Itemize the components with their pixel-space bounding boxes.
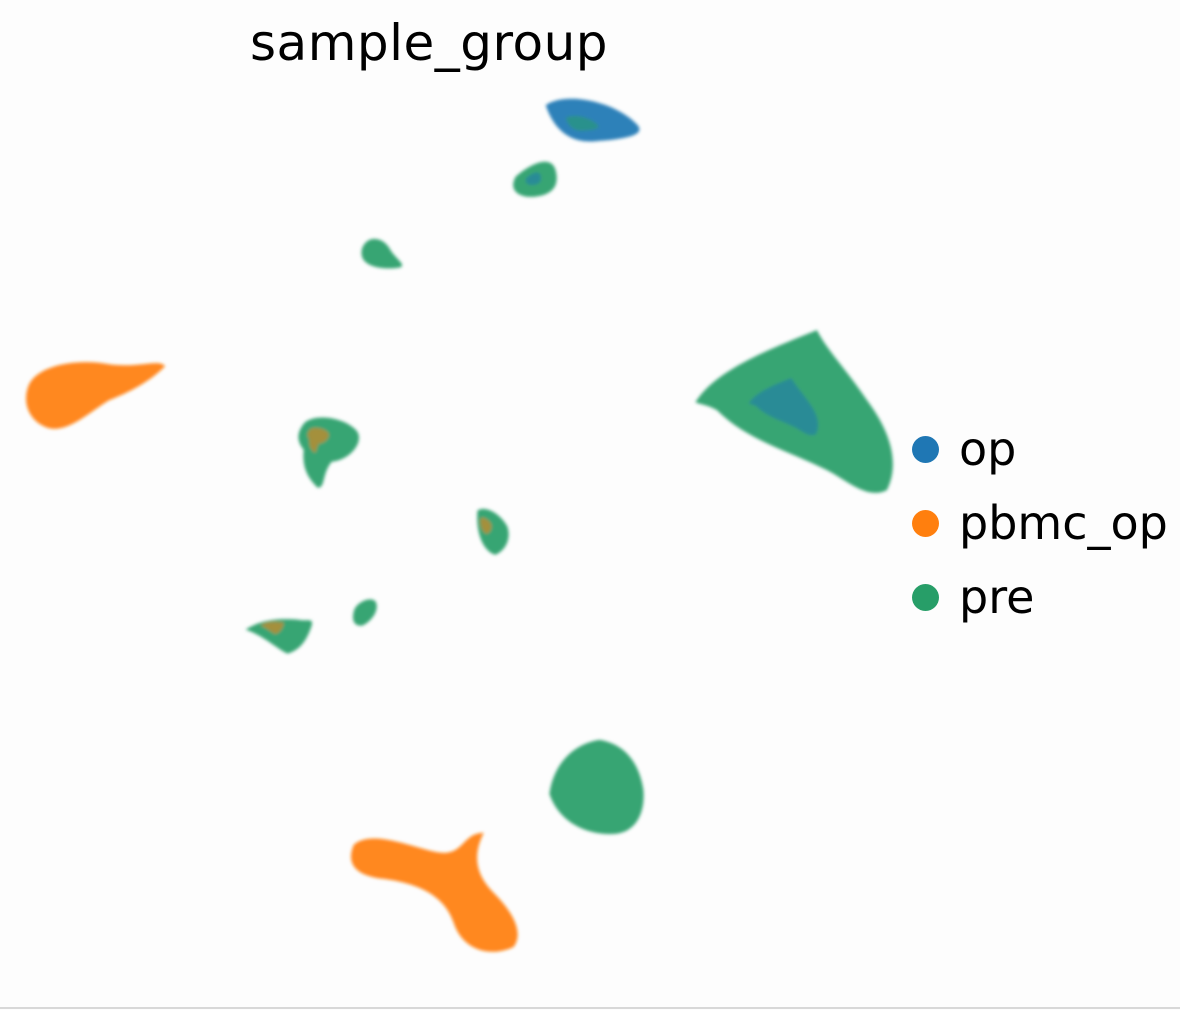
cluster-points xyxy=(477,508,509,555)
cluster-minority-points xyxy=(260,621,284,634)
legend-label: op xyxy=(959,422,1017,476)
cluster-6 xyxy=(298,417,360,488)
cluster-points xyxy=(298,417,360,488)
cluster-layer xyxy=(26,98,893,952)
legend-item-pbmc-op: pbmc_op xyxy=(912,486,1168,560)
cluster-points xyxy=(549,739,644,835)
legend-label: pbmc_op xyxy=(959,496,1168,550)
cluster-2 xyxy=(513,161,557,197)
cluster-9 xyxy=(245,619,313,654)
cluster-minority-points xyxy=(525,172,541,185)
cluster-8 xyxy=(352,599,377,626)
cluster-points xyxy=(26,362,166,429)
cluster-minority-points xyxy=(748,378,818,436)
chart-title: sample_group xyxy=(250,14,609,72)
legend: op pbmc_op pre xyxy=(912,412,1168,634)
legend-dot-icon xyxy=(912,509,939,537)
cluster-3 xyxy=(361,238,403,269)
legend-dot-icon xyxy=(912,583,939,611)
cluster-points xyxy=(545,98,640,142)
cluster-minority-points xyxy=(307,427,329,453)
cluster-minority-points xyxy=(480,517,492,534)
cluster-11 xyxy=(351,832,518,952)
cluster-1 xyxy=(545,98,640,142)
legend-label: pre xyxy=(959,570,1035,624)
cluster-5 xyxy=(26,362,166,429)
legend-item-pre: pre xyxy=(912,560,1168,634)
cluster-points xyxy=(245,619,313,654)
legend-dot-icon xyxy=(912,435,939,463)
bottom-divider xyxy=(0,1007,1180,1009)
cluster-points xyxy=(352,599,377,626)
cluster-minority-points xyxy=(565,115,599,131)
legend-item-op: op xyxy=(912,412,1168,486)
cluster-points xyxy=(351,832,518,952)
cluster-10 xyxy=(549,739,644,835)
cluster-points xyxy=(361,238,403,269)
cluster-7 xyxy=(477,508,509,555)
cluster-4 xyxy=(695,330,893,493)
